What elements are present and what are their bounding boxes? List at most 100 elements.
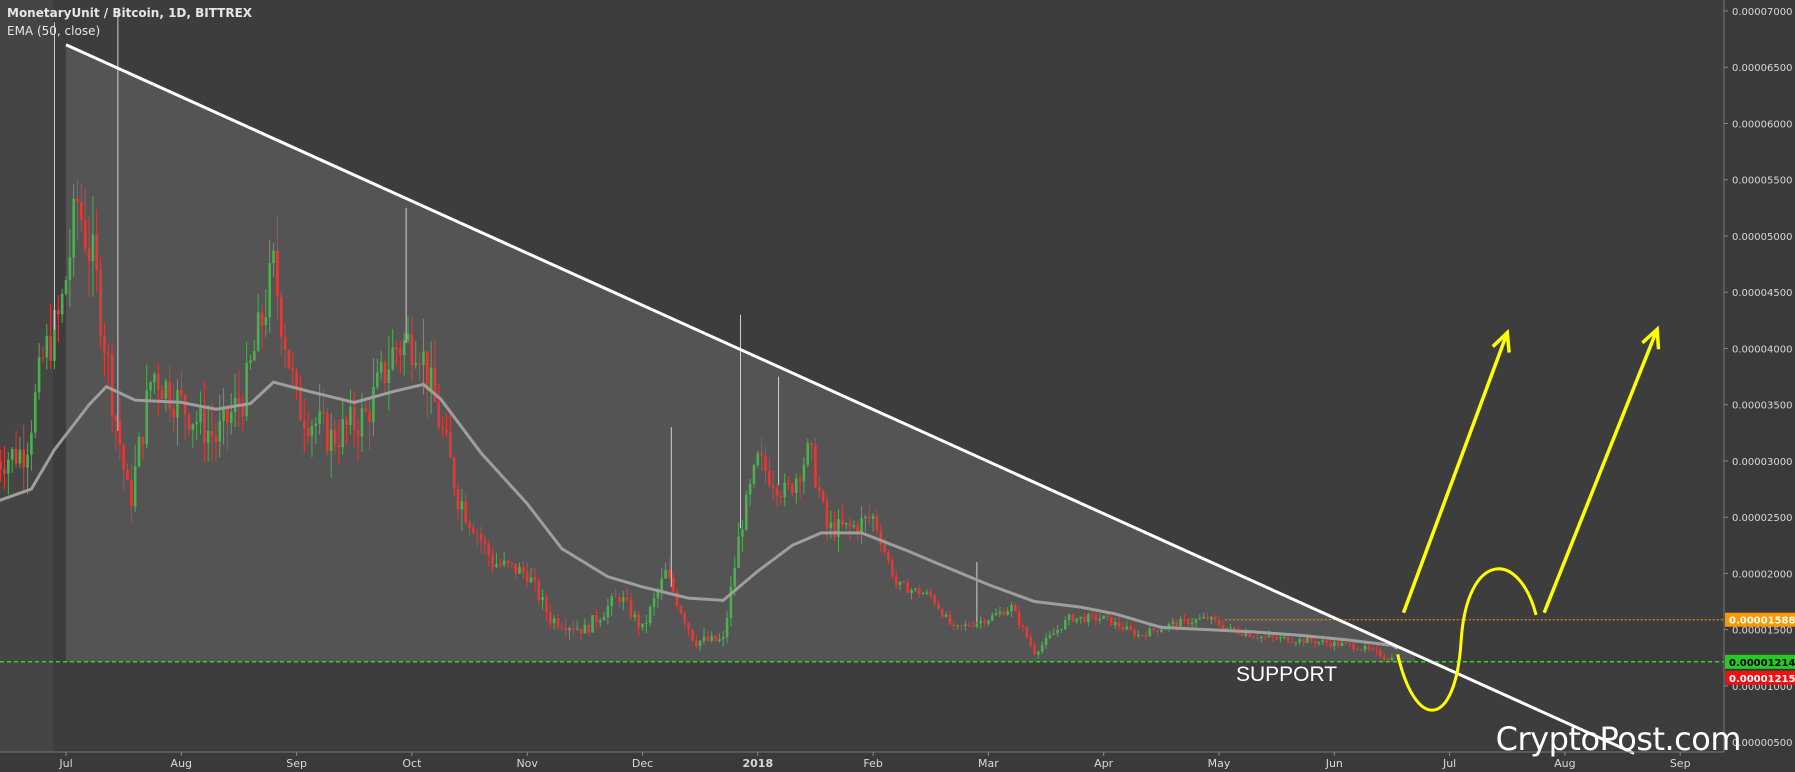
- descending-triangle-fill: [0, 0, 1416, 752]
- candle-body: [53, 309, 56, 361]
- candle-body: [737, 536, 740, 568]
- candle-body: [891, 560, 894, 577]
- candle-body: [1044, 637, 1048, 645]
- candle-body: [1359, 649, 1363, 651]
- candle-body: [729, 586, 733, 619]
- candle-body: [814, 445, 817, 488]
- candle-body: [106, 352, 110, 355]
- candle-body: [967, 624, 971, 626]
- candle-body: [133, 466, 137, 507]
- candle-body: [1006, 611, 1009, 615]
- candle-body: [1336, 641, 1340, 646]
- candle-body: [933, 595, 936, 604]
- candle-body: [153, 373, 156, 383]
- candle-body: [256, 312, 260, 351]
- candle-body: [122, 445, 125, 470]
- candle-body: [552, 618, 556, 624]
- candle-body: [1113, 621, 1117, 626]
- candle-body: [491, 555, 494, 567]
- candle-body: [621, 597, 625, 602]
- candle-body: [1094, 615, 1098, 621]
- candle-body: [352, 407, 356, 431]
- ema-50-line: [0, 380, 1399, 651]
- candle-body: [883, 544, 886, 552]
- candle-body: [1125, 626, 1129, 630]
- candle-body: [591, 615, 594, 633]
- candle-body: [360, 408, 364, 437]
- candle-body: [541, 597, 544, 601]
- candle-body: [80, 202, 83, 221]
- candle-body: [1379, 650, 1382, 657]
- candle-body: [1025, 627, 1029, 638]
- candle-body: [487, 543, 491, 556]
- indicator-label: EMA (50, close): [7, 24, 101, 38]
- candle-body: [302, 420, 306, 429]
- candle-body: [498, 564, 502, 566]
- candle-body: [168, 381, 172, 409]
- candle-body: [921, 593, 925, 595]
- projection-arrow-left-shaft: [1401, 332, 1509, 614]
- time-tick-label: Aug: [171, 757, 192, 770]
- candle-body: [318, 411, 321, 424]
- candle-body: [1140, 634, 1144, 636]
- candle-body: [852, 525, 856, 527]
- pre-pattern-shade: [0, 0, 53, 752]
- time-tick-label: May: [1208, 757, 1231, 770]
- candle-body: [3, 468, 6, 474]
- candle-body: [1382, 656, 1386, 659]
- candle-body: [760, 452, 763, 457]
- candle-body: [660, 578, 664, 592]
- candle-body: [87, 248, 91, 262]
- candle-body: [1283, 637, 1286, 639]
- candle-body: [768, 470, 771, 485]
- time-axis[interactable]: Jul Aug Sep Oct Nov Dec 2018 Feb Mar Apr May Jun Jul…: [0, 751, 1724, 770]
- candle-body: [1325, 640, 1328, 643]
- candle-body: [1225, 627, 1228, 629]
- candle-body: [641, 623, 644, 628]
- candle-body: [998, 611, 1002, 614]
- candle-body: [41, 357, 45, 359]
- candle-body: [537, 580, 541, 601]
- candle-body: [1233, 627, 1236, 630]
- candle-body: [241, 404, 245, 417]
- candle-body: [414, 363, 418, 366]
- candle-body: [464, 501, 468, 523]
- candle-body: [1067, 614, 1071, 620]
- candle-body: [583, 624, 587, 634]
- candle-body: [1321, 640, 1325, 642]
- candle-body: [1133, 629, 1136, 637]
- candle-body: [180, 389, 183, 396]
- candle-body: [141, 436, 145, 445]
- candle-body: [329, 429, 333, 452]
- candle-body: [1363, 646, 1367, 650]
- candle-body: [406, 333, 410, 341]
- candle-body: [925, 592, 929, 594]
- candle-body: [1106, 615, 1109, 617]
- candle-body: [160, 390, 164, 399]
- candle-body: [33, 392, 37, 433]
- candle-body: [529, 577, 533, 583]
- candle-body: [1210, 616, 1213, 620]
- candle-body: [602, 617, 606, 621]
- candle-body: [1229, 627, 1232, 629]
- candle-body: [422, 351, 425, 366]
- candle-body: [687, 623, 690, 630]
- candle-body: [1087, 614, 1090, 623]
- candle-body: [37, 357, 41, 393]
- price-tick-label: 0.00005500: [1732, 176, 1792, 187]
- candle-body: [1344, 642, 1348, 644]
- candle-body: [310, 426, 314, 436]
- candle-body: [783, 482, 787, 498]
- candle-body: [1029, 637, 1032, 646]
- candle-body: [1171, 621, 1175, 624]
- candle-body: [648, 606, 652, 623]
- candle-body: [126, 469, 129, 481]
- candle-body: [72, 198, 75, 258]
- candle-body: [1052, 633, 1056, 635]
- candle-body: [1290, 642, 1294, 644]
- price-axis[interactable]: 0.00000500 0.00001000 0.00001500 0.00002000…: [1723, 0, 1795, 752]
- candle-body: [572, 628, 575, 630]
- candle-body: [306, 428, 310, 436]
- candle-body: [395, 347, 398, 350]
